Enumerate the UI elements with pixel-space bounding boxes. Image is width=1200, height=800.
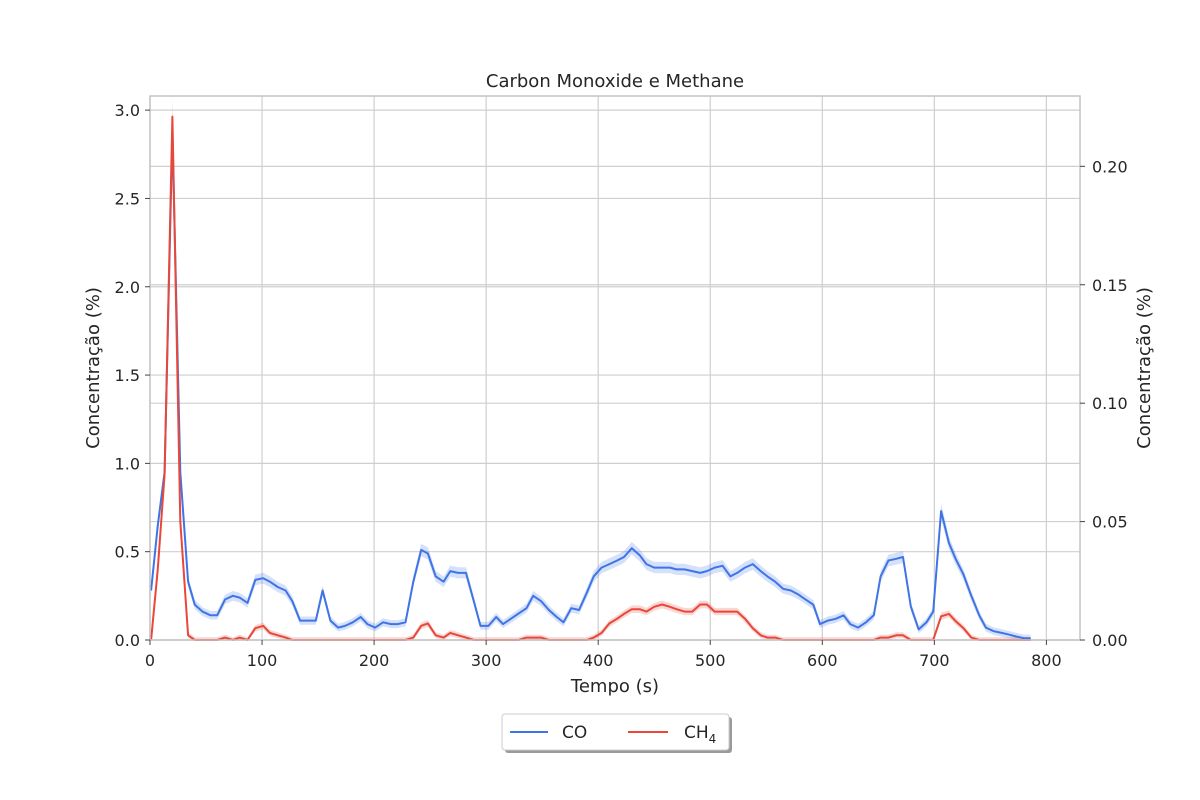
y-left-tick-label-6: 3.0: [115, 101, 140, 120]
y-left-tick-label-1: 0.5: [115, 543, 140, 562]
x-tick-label-3: 300: [471, 651, 502, 670]
x-tick-label-1: 100: [247, 651, 278, 670]
y-left-tick-label-4: 2.0: [115, 278, 140, 297]
x-tick-label-0: 0: [145, 651, 155, 670]
y-right-tick-label-0: 0.00: [1092, 631, 1128, 650]
y-left-tick-label-5: 2.5: [115, 189, 140, 208]
x-tick-label-6: 600: [807, 651, 838, 670]
y-left-tick-label-0: 0.0: [115, 631, 140, 650]
x-tick-label-4: 400: [583, 651, 614, 670]
x-tick-label-7: 700: [919, 651, 950, 670]
series-line-co: [150, 132, 1031, 640]
y-axis-title-left: Concentração (%): [83, 287, 104, 449]
y-right-tick-label-4: 0.20: [1092, 157, 1128, 176]
y-axis-title-right: Concentração (%): [1134, 287, 1155, 449]
y-right-tick-label-1: 0.05: [1092, 513, 1128, 532]
x-axis-title: Tempo (s): [570, 676, 659, 697]
y-right-tick-label-3: 0.15: [1092, 276, 1128, 295]
y-left-tick-label-3: 1.5: [115, 366, 140, 385]
x-tick-label-8: 800: [1031, 651, 1062, 670]
x-tick-label-2: 200: [359, 651, 390, 670]
legend-label-ch4-subscript: 4: [709, 732, 717, 746]
ticks: 0 100 200 300 400 500 600 700 800 0.0 0.5 1.0 1.5 2.0…: [115, 101, 1128, 670]
y-right-tick-label-2: 0.10: [1092, 394, 1128, 413]
legend-label-ch4-main: CH: [684, 723, 709, 743]
y-left-tick-label-2: 1.0: [115, 454, 140, 473]
legend: CO CH4: [501, 713, 732, 753]
x-tick-label-5: 500: [695, 651, 726, 670]
plot-frame: [149, 95, 1081, 641]
legend-label-co: CO: [562, 723, 587, 743]
legend-label-ch4: CH4: [684, 723, 716, 746]
legend-box: [501, 713, 730, 751]
chart-title: Carbon Monoxide e Methane: [486, 71, 744, 92]
band-co: [151, 114, 1031, 640]
